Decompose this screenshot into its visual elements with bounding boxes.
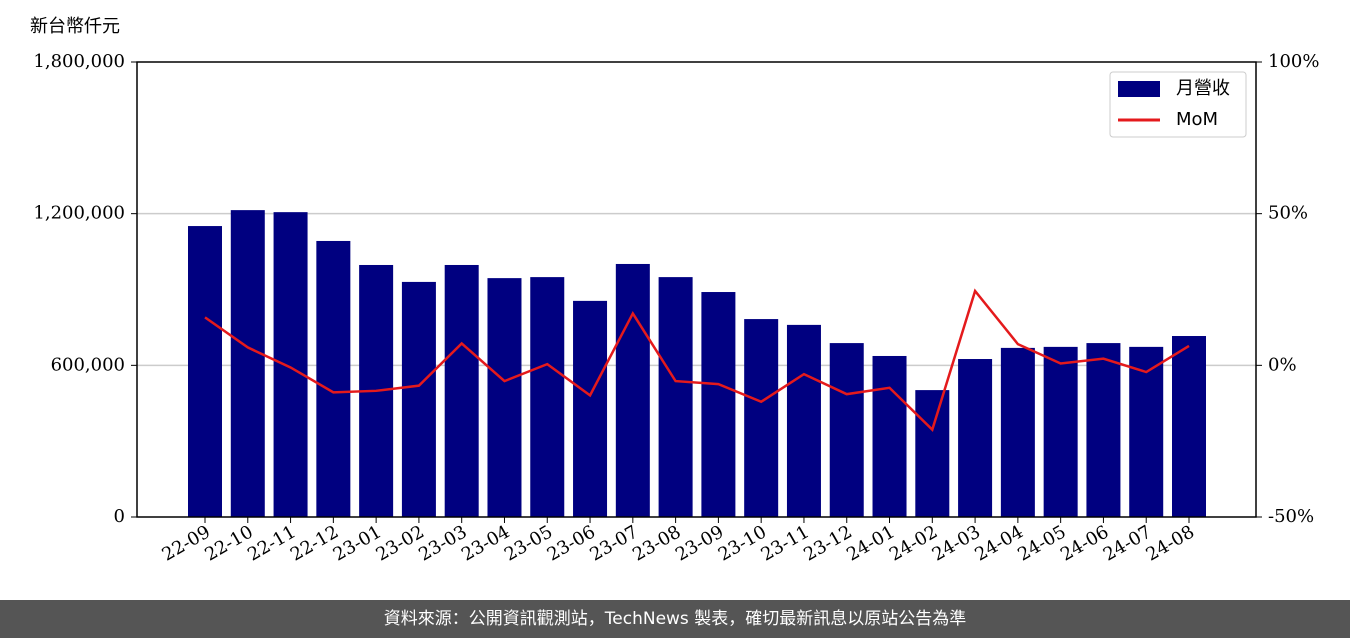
bar (915, 390, 950, 517)
bar (872, 355, 907, 517)
bar (401, 281, 436, 517)
x-tick-label: 22-12 (287, 521, 342, 565)
legend-swatch (1118, 81, 1160, 97)
y-tick-label: 0 (114, 506, 125, 527)
bar (744, 319, 779, 517)
bar (487, 278, 522, 517)
x-tick-label: 24-07 (1100, 521, 1155, 565)
x-tick-label: 23-03 (415, 521, 470, 565)
x-tick-label: 24-06 (1057, 521, 1112, 565)
bar (273, 212, 308, 517)
x-tick-label: 23-06 (544, 521, 599, 565)
x-tick-label: 22-09 (159, 521, 214, 565)
bar (829, 343, 864, 517)
x-tick-label: 24-04 (971, 521, 1026, 565)
x-tick-label: 24-01 (843, 521, 898, 565)
bar (658, 277, 693, 517)
bar (1129, 346, 1164, 517)
y2-tick-label: -50% (1268, 506, 1314, 527)
x-tick-label: 24-02 (886, 521, 941, 565)
y-tick-label: 600,000 (51, 354, 125, 375)
x-tick-label: 22-10 (201, 521, 256, 565)
y-axis-title: 新台幣仟元 (30, 16, 120, 37)
line (204, 288, 1190, 432)
bar (316, 240, 351, 517)
x-tick-label: 23-02 (372, 521, 427, 565)
bar (530, 277, 565, 517)
x-tick-label: 23-10 (715, 521, 770, 565)
bar (786, 324, 821, 517)
plot-frame (136, 61, 1257, 518)
bar (1000, 347, 1035, 517)
bar (1086, 343, 1121, 517)
x-tick-label: 24-08 (1143, 521, 1198, 565)
chart: 新台幣仟元 0 600,000 1,200,000 1,800,000 -50% 0% 50… (30, 16, 1319, 566)
x-tick-label: 23-07 (586, 521, 641, 565)
x-tick-label: 22-11 (244, 521, 299, 565)
x-tick-label: 24-05 (1014, 521, 1069, 565)
bar (958, 359, 993, 517)
x-tick-label: 23-09 (672, 521, 727, 565)
bar (1043, 346, 1078, 517)
legend: 月營收 MoM (1109, 71, 1247, 138)
x-tick-label: 24-03 (929, 521, 984, 565)
bar (230, 210, 265, 517)
y-tick-label: 1,800,000 (33, 51, 125, 72)
bar (444, 264, 479, 517)
y-tick-label: 1,200,000 (33, 203, 125, 224)
footer: 資料來源：公開資訊觀測站，TechNews 製表，確切最新訊息以原站公告為準 (0, 600, 1350, 638)
y2-tick-label: 50% (1268, 203, 1308, 224)
x-tick-label: 23-11 (758, 521, 813, 565)
x-tick-label: 23-08 (629, 521, 684, 565)
x-tick-label: 23-05 (501, 521, 556, 565)
x-tick-label: 23-01 (330, 521, 385, 565)
bar (573, 300, 608, 517)
bar (615, 263, 650, 517)
legend-label: MoM (1176, 109, 1218, 130)
legend-label: 月營收 (1176, 78, 1230, 99)
y2-tick-label: 0% (1268, 354, 1297, 375)
x-tick-label: 23-12 (800, 521, 855, 565)
y2-tick-label: 100% (1268, 51, 1319, 72)
bar (1172, 336, 1206, 517)
bar (701, 292, 736, 517)
bar (188, 226, 222, 517)
x-tick-label: 23-04 (458, 521, 513, 565)
